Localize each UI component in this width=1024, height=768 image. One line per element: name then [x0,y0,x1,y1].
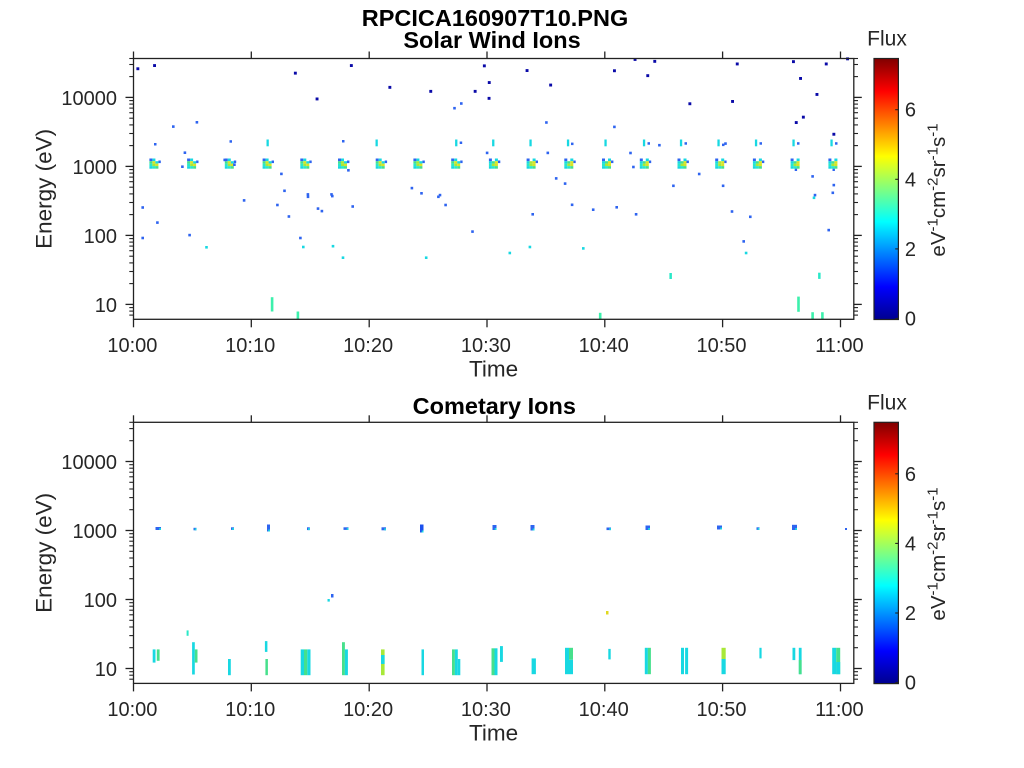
svg-text:6: 6 [905,464,916,486]
svg-text:10:20: 10:20 [343,699,393,721]
svg-text:Flux: Flux [867,28,907,51]
svg-text:10:30: 10:30 [461,335,511,357]
svg-text:2: 2 [905,603,916,625]
svg-text:10:10: 10:10 [225,335,275,357]
svg-text:10000: 10000 [61,452,117,474]
svg-text:100: 100 [84,226,117,248]
svg-text:10:00: 10:00 [107,335,157,357]
svg-text:Time: Time [469,357,518,382]
svg-text:10:40: 10:40 [579,335,629,357]
svg-text:RPCICA160907T10.PNG: RPCICA160907T10.PNG [362,5,628,31]
svg-text:10:20: 10:20 [343,335,393,357]
svg-text:Energy (eV): Energy (eV) [32,129,57,249]
svg-text:Cometary Ions: Cometary Ions [413,393,576,419]
svg-text:0: 0 [905,309,916,331]
svg-text:0: 0 [905,673,916,695]
svg-text:10:50: 10:50 [696,699,746,721]
svg-text:1000: 1000 [73,157,118,179]
svg-text:6: 6 [905,100,916,122]
svg-text:10:40: 10:40 [579,699,629,721]
svg-text:10000: 10000 [61,88,117,110]
svg-text:Solar Wind Ions: Solar Wind Ions [403,27,580,53]
svg-text:11:00: 11:00 [815,335,864,357]
svg-text:10: 10 [95,659,117,681]
svg-text:10:50: 10:50 [696,335,746,357]
svg-text:Time: Time [469,721,518,746]
svg-text:Energy (eV): Energy (eV) [32,493,57,613]
svg-text:2: 2 [905,239,916,261]
svg-text:100: 100 [84,590,117,612]
svg-text:11:00: 11:00 [815,699,864,721]
svg-text:1000: 1000 [73,521,118,543]
svg-text:10:30: 10:30 [461,699,511,721]
svg-text:4: 4 [905,533,916,555]
svg-text:10:10: 10:10 [225,699,275,721]
svg-text:4: 4 [905,169,916,191]
svg-text:Flux: Flux [867,391,907,414]
svg-text:10: 10 [95,295,117,317]
svg-text:10:00: 10:00 [107,699,157,721]
